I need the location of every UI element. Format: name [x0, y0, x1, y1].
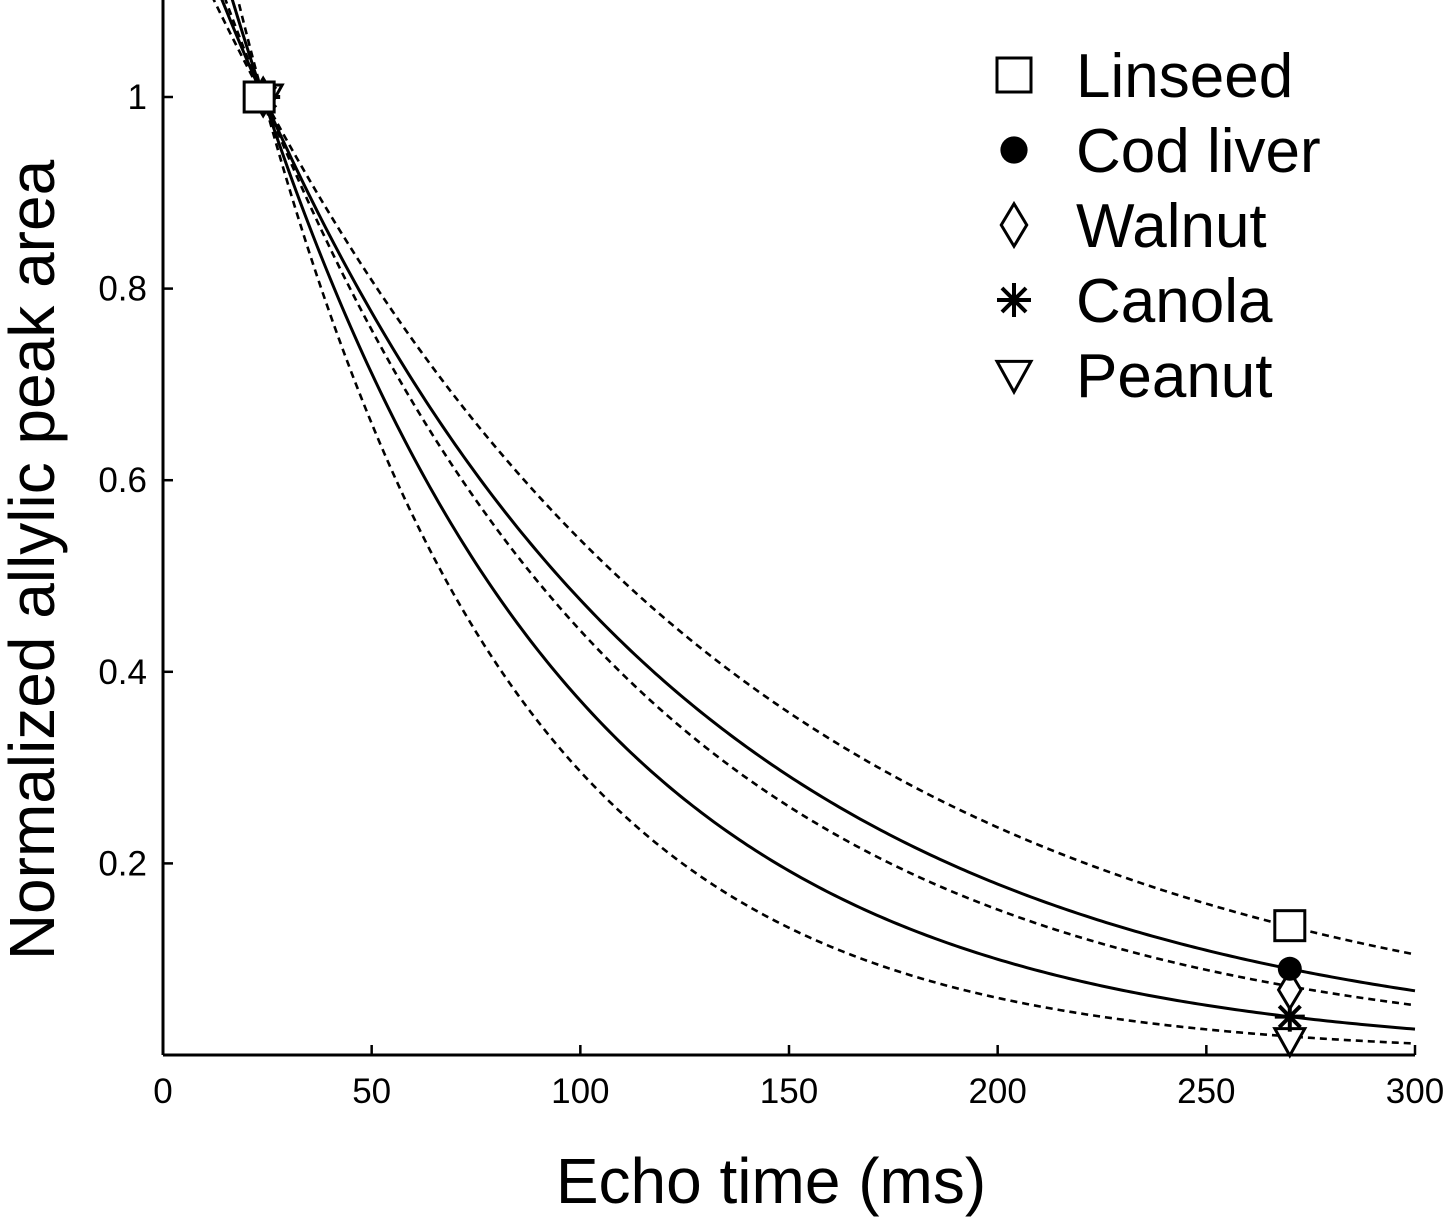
- x-tick-label: 200: [968, 1072, 1026, 1111]
- y-tick-label: 1: [128, 78, 147, 117]
- legend-label: Linseed: [1076, 42, 1293, 111]
- legend-marker-linseed: [995, 56, 1033, 94]
- fit-upper-solid: [220, 0, 1416, 993]
- legend-label: Walnut: [1076, 192, 1267, 261]
- legend-marker-walnut: [999, 200, 1029, 250]
- legend-label: Canola: [1076, 267, 1273, 336]
- legend-label: Peanut: [1076, 342, 1273, 411]
- fit-inner-dashed-upper: [224, 0, 1416, 1007]
- data-markers: [242, 75, 1308, 1059]
- ticks: 0 50 100 150 200 250 300 0.2 0.4 0.6 0.8 1: [98, 78, 1444, 1111]
- x-tick-label: 50: [352, 1072, 391, 1111]
- x-tick-label: 250: [1177, 1072, 1235, 1111]
- data-point-linseed: [242, 80, 276, 114]
- y-tick-label: 0.6: [98, 461, 147, 500]
- y-tick-label: 0.4: [98, 653, 147, 692]
- fit-lower-solid: [230, 0, 1416, 1031]
- data-point-peanut: [1272, 1027, 1308, 1059]
- x-axis-title: Echo time (ms): [556, 1145, 986, 1217]
- legend-item: Linseed: [995, 42, 1293, 111]
- legend-marker-cod-liver: [1000, 136, 1028, 164]
- legend-marker-canola: [997, 283, 1031, 317]
- x-tick-label: 100: [551, 1072, 609, 1111]
- data-point-linseed: [1273, 909, 1307, 943]
- legend-label: Cod liver: [1076, 117, 1321, 186]
- y-tick-label: 0.2: [98, 844, 147, 883]
- legend-item: Canola: [997, 267, 1273, 336]
- legend-item: Walnut: [999, 192, 1267, 261]
- legend-item: Peanut: [994, 342, 1273, 411]
- legend-marker-peanut: [994, 359, 1034, 396]
- data-point-walnut: [1276, 968, 1303, 1012]
- fit-outer-dashed-top: [212, 0, 1416, 956]
- legend-item: Cod liver: [1000, 117, 1321, 186]
- fit-inner-dashed-lower: [236, 0, 1416, 1045]
- y-tick-label: 0.8: [98, 270, 147, 309]
- x-tick-label: 300: [1386, 1072, 1444, 1111]
- fit-curves: [212, 0, 1416, 1045]
- y-axis-title: Normalized allylic peak area: [0, 159, 68, 960]
- x-tick-label: 150: [760, 1072, 818, 1111]
- data-point-cod-liver: [1277, 956, 1302, 981]
- x-tick-label: 0: [153, 1072, 172, 1111]
